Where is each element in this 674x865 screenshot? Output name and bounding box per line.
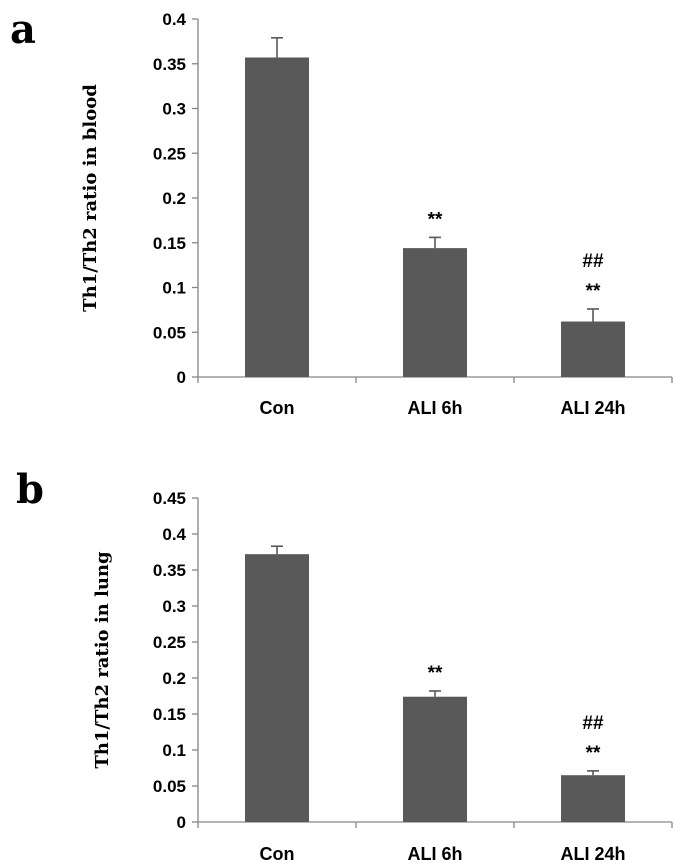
- y-tick-label: 0.25: [153, 633, 186, 652]
- category-label: ALI 24h: [560, 844, 625, 864]
- y-tick-label: 0.35: [153, 55, 186, 74]
- category-label: Con: [260, 398, 295, 418]
- significance-marker: **: [428, 663, 443, 684]
- y-tick-label: 0: [177, 813, 186, 832]
- y-tick-label: 0.4: [162, 10, 186, 29]
- chart-lung: 0 0.05 0.1 0.15 0.2 0.25 0.3 0.35 0.4 0.45 Con ALI …: [92, 489, 673, 864]
- y-axis-label: Th1/Th2 ratio in blood: [80, 84, 101, 312]
- y-tick-label: 0.15: [153, 705, 186, 724]
- panel-label: b: [16, 466, 44, 513]
- bar-ali-24h: [561, 775, 625, 822]
- bar-ali-24h: [561, 321, 625, 377]
- y-tick-label: 0.05: [153, 777, 186, 796]
- y-tick-label: 0.35: [153, 561, 186, 580]
- y-tick-label: 0.45: [153, 489, 186, 508]
- panel-b: b 0 0.05 0.1 0.15 0.2 0.25 0.3 0.35 0.4 0.45 Con AL…: [0, 430, 674, 865]
- y-tick-label: 0.15: [153, 234, 186, 253]
- chart-blood: 0 0.05 0.1 0.15 0.2 0.25 0.3 0.35 0.4 Con ALI 6h **…: [80, 10, 673, 418]
- bar-ali-6h: [403, 248, 467, 377]
- bar-con: [245, 57, 309, 378]
- category-label: ALI 6h: [407, 398, 462, 418]
- panel-label: a: [10, 6, 36, 53]
- significance-marker: ##: [582, 713, 604, 734]
- y-tick-label: 0.05: [153, 323, 186, 342]
- y-tick-label: 0.4: [162, 525, 186, 544]
- y-tick-label: 0.2: [162, 669, 186, 688]
- bar-ali-6h: [403, 696, 467, 822]
- category-label: Con: [260, 844, 295, 864]
- bar-con: [245, 554, 309, 822]
- y-tick-label: 0.1: [162, 741, 186, 760]
- category-label: ALI 24h: [560, 398, 625, 418]
- significance-marker: **: [428, 209, 443, 230]
- significance-marker: **: [586, 281, 601, 302]
- category-label: ALI 6h: [407, 844, 462, 864]
- y-tick-label: 0.1: [162, 279, 186, 298]
- y-tick-label: 0: [177, 368, 186, 387]
- significance-marker: ##: [582, 251, 604, 272]
- y-tick-label: 0.25: [153, 144, 186, 163]
- y-axis-label: Th1/Th2 ratio in lung: [92, 551, 113, 769]
- y-tick-label: 0.3: [162, 597, 186, 616]
- panel-a: a 0 0.05 0.1 0.15 0.2 0.25 0.3 0.35 0.4 Con ALI 6h…: [0, 0, 674, 430]
- y-tick-label: 0.3: [162, 100, 186, 119]
- y-tick-label: 0.2: [162, 189, 186, 208]
- significance-marker: **: [586, 743, 601, 764]
